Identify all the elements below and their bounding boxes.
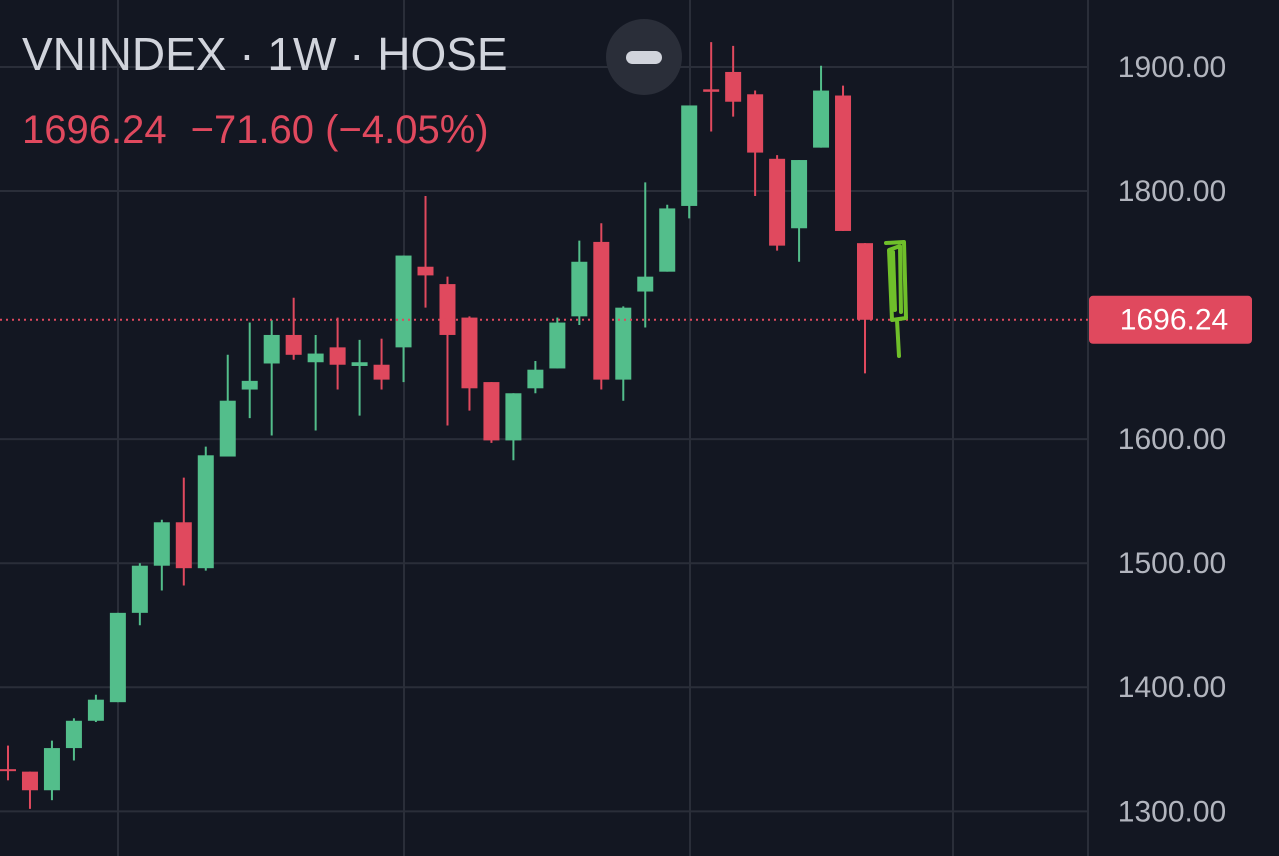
y-tick-label: 1800.00 <box>1118 175 1226 208</box>
candle-body <box>131 565 148 613</box>
candle-body <box>219 400 236 457</box>
candle-body <box>285 334 302 355</box>
button-icon <box>626 51 662 64</box>
candle-body <box>153 522 170 566</box>
change: −71.60 (−4.05%) <box>191 108 489 152</box>
price-label-bg <box>1089 295 1252 344</box>
candle-body <box>197 455 214 569</box>
candle-body <box>395 255 412 348</box>
candle-body <box>109 612 126 703</box>
candle-body <box>725 71 742 102</box>
candle-body <box>505 393 522 441</box>
candle-body <box>483 382 500 441</box>
candle-body <box>857 243 873 320</box>
candle-body <box>593 241 610 380</box>
candle-body <box>373 364 390 380</box>
candle-body <box>769 158 786 246</box>
overlay: 1300.00 1400.00 1500.00 1600.00 1800.00 1900.… <box>0 51 1252 828</box>
candle-body <box>329 347 346 365</box>
candle-body <box>791 160 808 229</box>
candles <box>0 42 873 809</box>
candle-body <box>637 276 654 292</box>
candle-body <box>615 307 632 380</box>
candle-body <box>87 699 104 721</box>
candle-body <box>21 771 38 791</box>
candle-body <box>65 720 82 749</box>
y-tick-label: 1600.00 <box>1118 423 1226 456</box>
price: 1696.24 <box>22 108 167 152</box>
candle-body <box>813 90 830 148</box>
candle-body <box>43 748 60 791</box>
candle-body <box>417 266 434 276</box>
candle-body <box>241 380 258 390</box>
candle-body <box>527 369 544 389</box>
y-tick-label: 1900.00 <box>1118 51 1226 84</box>
candle-body <box>461 317 478 389</box>
candle-body <box>549 322 566 369</box>
y-tick-label: 1300.00 <box>1118 795 1226 828</box>
candle-body <box>571 261 588 317</box>
candle-body <box>659 208 676 272</box>
y-tick-label: 1400.00 <box>1118 671 1226 704</box>
chart-title: VNINDEX · 1W · HOSE <box>22 28 508 80</box>
price-change: 1696.24 −71.60 (−4.05%) <box>22 108 489 152</box>
candle-body <box>175 522 192 569</box>
y-tick-label: 1500.00 <box>1118 547 1226 580</box>
price-label: 1696.24 <box>1120 304 1228 337</box>
candle-body <box>351 362 368 366</box>
grid <box>0 65 1088 813</box>
candle-body <box>835 95 852 231</box>
candle-body <box>307 353 324 363</box>
candle-body <box>703 89 720 92</box>
collapse-button[interactable] <box>606 19 682 95</box>
candle-body <box>681 105 698 206</box>
candle-body <box>263 334 280 364</box>
hand-annotation <box>884 240 908 358</box>
candle-body <box>0 769 16 772</box>
candle-body <box>439 284 456 335</box>
candle-body <box>747 94 764 153</box>
